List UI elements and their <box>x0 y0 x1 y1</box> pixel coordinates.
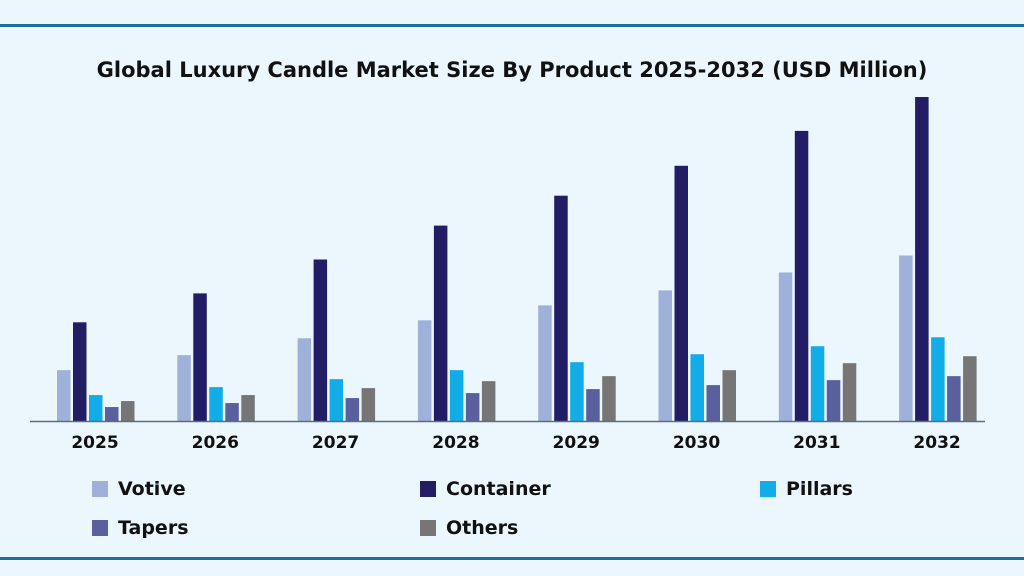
bar-votive-2027 <box>297 338 312 421</box>
bar-votive-2028 <box>417 320 432 421</box>
bar-pillars-2028 <box>449 370 464 421</box>
bar-pillars-2026 <box>209 387 223 421</box>
legend-item-votive: Votive <box>92 478 186 500</box>
legend-label: Pillars <box>786 478 853 500</box>
x-tick-label: 2026 <box>192 433 239 453</box>
bar-tapers-2031 <box>826 380 841 421</box>
bar-container-2025 <box>73 322 87 421</box>
bar-container-2031 <box>794 130 809 421</box>
bar-tapers-2029 <box>586 389 600 421</box>
bar-pillars-2027 <box>329 379 344 421</box>
bar-tapers-2030 <box>706 385 720 421</box>
x-tick-label: 2028 <box>432 433 479 453</box>
legend-label: Others <box>446 517 519 539</box>
legend-item-pillars: Pillars <box>760 478 853 500</box>
x-tick-label: 2029 <box>553 433 600 453</box>
legend-label: Container <box>446 478 551 500</box>
legend-item-container: Container <box>420 478 551 500</box>
bar-tapers-2026 <box>225 403 239 421</box>
legend-label: Votive <box>118 478 186 500</box>
bar-pillars-2032 <box>931 337 945 421</box>
bar-container-2028 <box>433 225 448 421</box>
bar-others-2031 <box>842 363 857 421</box>
x-tick-label: 2031 <box>793 433 840 453</box>
bar-others-2027 <box>361 388 376 421</box>
bar-others-2028 <box>481 381 496 421</box>
bar-votive-2029 <box>538 305 552 421</box>
bar-others-2025 <box>121 401 135 421</box>
x-tick-label: 2027 <box>312 433 359 453</box>
legend-swatch <box>92 520 108 536</box>
x-tick-label: 2030 <box>673 433 720 453</box>
bar-container-2026 <box>193 293 207 421</box>
top-border <box>0 24 1024 27</box>
bar-tapers-2025 <box>105 407 119 421</box>
chart-title: Global Luxury Candle Market Size By Prod… <box>96 58 928 82</box>
bar-votive-2025 <box>57 370 71 421</box>
bar-container-2029 <box>554 195 568 421</box>
bottom-border <box>0 557 1024 560</box>
x-tick-label: 2032 <box>913 433 960 453</box>
bar-tapers-2028 <box>465 393 480 421</box>
bar-tapers-2027 <box>345 398 360 421</box>
legend-swatch <box>420 520 436 536</box>
bar-votive-2026 <box>177 355 191 421</box>
bar-votive-2030 <box>658 290 672 421</box>
bar-others-2032 <box>963 356 977 421</box>
x-tick-label: 2025 <box>71 433 118 453</box>
bar-pillars-2031 <box>810 346 825 421</box>
bar-pillars-2025 <box>89 395 103 421</box>
bar-container-2027 <box>313 259 328 421</box>
legend-label: Tapers <box>118 517 189 539</box>
bar-others-2030 <box>722 370 736 421</box>
legend-item-tapers: Tapers <box>92 517 189 539</box>
legend-item-others: Others <box>420 517 518 539</box>
bar-tapers-2032 <box>947 376 961 421</box>
bar-pillars-2029 <box>570 362 584 421</box>
bar-votive-2032 <box>899 255 913 421</box>
bar-votive-2031 <box>778 272 793 421</box>
legend-swatch <box>92 481 108 497</box>
bar-container-2032 <box>915 97 929 421</box>
bar-others-2029 <box>602 376 616 421</box>
bar-container-2030 <box>674 165 688 421</box>
legend-swatch <box>420 481 436 497</box>
bar-others-2026 <box>241 395 255 421</box>
bar-pillars-2030 <box>690 354 704 421</box>
legend-swatch <box>760 481 776 497</box>
